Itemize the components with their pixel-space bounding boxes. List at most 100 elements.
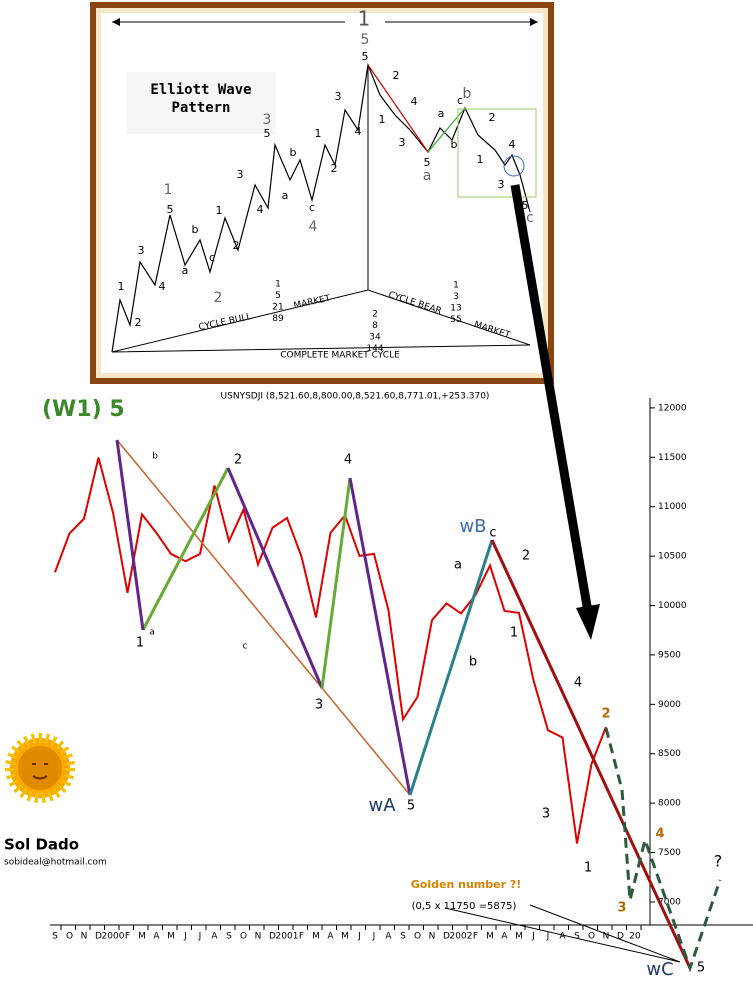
x-tick-label: N (255, 932, 262, 942)
x-tick-label: A (327, 932, 334, 942)
x-tick-label: J (198, 932, 202, 942)
x-tick-label: A (559, 932, 566, 942)
x-tick-label: 20 (629, 932, 641, 942)
fib-number: 8 (372, 321, 378, 331)
x-tick-label: F (299, 932, 304, 942)
fib-number: 144 (366, 344, 383, 354)
wave-label: b (192, 223, 199, 236)
annotation: b (152, 452, 158, 462)
y-tick-label: 10000 (658, 601, 687, 611)
wave-label: 2 (393, 69, 400, 82)
x-tick-label: D (95, 932, 102, 942)
cycle-label: COMPLETE MARKET CYCLE (280, 351, 400, 361)
x-tick-label: 2001 (276, 932, 299, 942)
x-tick-label: M (138, 932, 146, 942)
wave-label: 3 (399, 136, 406, 149)
fib-number: 5 (275, 291, 281, 301)
annotation: a (454, 558, 462, 573)
wave-line (226, 467, 324, 689)
annotation: 3 (542, 807, 550, 822)
x-tick-label: O (66, 932, 73, 942)
annotation: 5 (697, 961, 705, 976)
wave-label: 5 (424, 156, 431, 169)
x-tick-label: M (486, 932, 494, 942)
x-tick-label: S (400, 932, 406, 942)
wave-path (111, 62, 531, 353)
wave-label: 1 (477, 153, 484, 166)
wave-label: 2 (214, 290, 223, 306)
wave-label: 2 (331, 162, 338, 175)
annotation: 3 (617, 901, 626, 916)
x-tick-label: S (226, 932, 232, 942)
annotation: Golden number ?! (411, 878, 521, 891)
wave-label: a (423, 168, 432, 184)
x-tick-label: 2002 (450, 932, 473, 942)
annotation: wB (459, 516, 486, 537)
wave-line (141, 467, 230, 631)
wave-label: 5 (362, 50, 369, 63)
x-tick-label: N (81, 932, 88, 942)
sun-logo (5, 733, 75, 803)
fib-number: 89 (272, 314, 284, 324)
fib-number: 55 (450, 315, 461, 325)
annotation: (W1) 5 (42, 397, 125, 422)
y-tick-label: 12000 (658, 403, 687, 413)
wave-label: b (463, 86, 472, 102)
x-tick-label: D (443, 932, 450, 942)
annotation: ? (714, 852, 723, 871)
x-tick-label: J (546, 932, 550, 942)
wave-label: c (209, 251, 215, 264)
x-tick-label: A (385, 932, 392, 942)
zoom-circle (503, 155, 525, 177)
annotation: 2 (601, 707, 610, 722)
x-tick-label: A (211, 932, 218, 942)
x-tick-label: 2000 (102, 932, 125, 942)
x-tick-label: J (357, 932, 361, 942)
annotation: 1 (510, 626, 518, 641)
annotation: b (469, 655, 477, 670)
pointer-head (576, 604, 600, 640)
wave-line (408, 539, 494, 796)
wave-line (490, 539, 692, 969)
wave-label: 1 (216, 204, 223, 217)
wave-label: 1 (118, 280, 125, 293)
wave-label: 4 (355, 125, 362, 138)
projection (604, 727, 722, 973)
x-tick-label: M (515, 932, 523, 942)
x-tick-label: F (125, 932, 130, 942)
wave-label: c (457, 94, 463, 107)
wave-label: 2 (135, 316, 142, 329)
annotation: 1 (136, 636, 144, 651)
wave-label: a (282, 189, 289, 202)
wave-label: 4 (509, 138, 516, 151)
wave-line (115, 439, 145, 631)
x-tick-label: M (341, 932, 349, 942)
wave-label: 5 (361, 32, 370, 48)
wave-line (320, 477, 352, 689)
annotation: c (243, 642, 248, 652)
fib-number: 21 (272, 303, 283, 313)
wave-label: 3 (498, 178, 505, 191)
wave-label: b (451, 138, 458, 151)
wave-label: b (290, 146, 297, 159)
x-tick-label: M (312, 932, 320, 942)
wave-label: c (526, 210, 534, 226)
x-tick-label: S (574, 932, 580, 942)
wave-a-line (367, 64, 429, 153)
x-tick-label: J (372, 932, 376, 942)
wave-label: 3 (138, 244, 145, 257)
annotation: 1 (584, 861, 592, 876)
annotation: 4 (655, 827, 664, 842)
wave-label: 2 (489, 111, 496, 124)
x-tick-label: F (473, 932, 478, 942)
y-tick-label: 11500 (658, 453, 687, 463)
wave-label: 1 (164, 182, 173, 198)
wave-line (348, 477, 412, 796)
wave-label: a (182, 264, 189, 277)
x-tick-label: A (501, 932, 508, 942)
y-tick-label: 8000 (658, 799, 681, 809)
sun-features (32, 763, 48, 780)
inset-title: Pattern (171, 100, 230, 116)
wave-label: 5 (264, 127, 271, 140)
